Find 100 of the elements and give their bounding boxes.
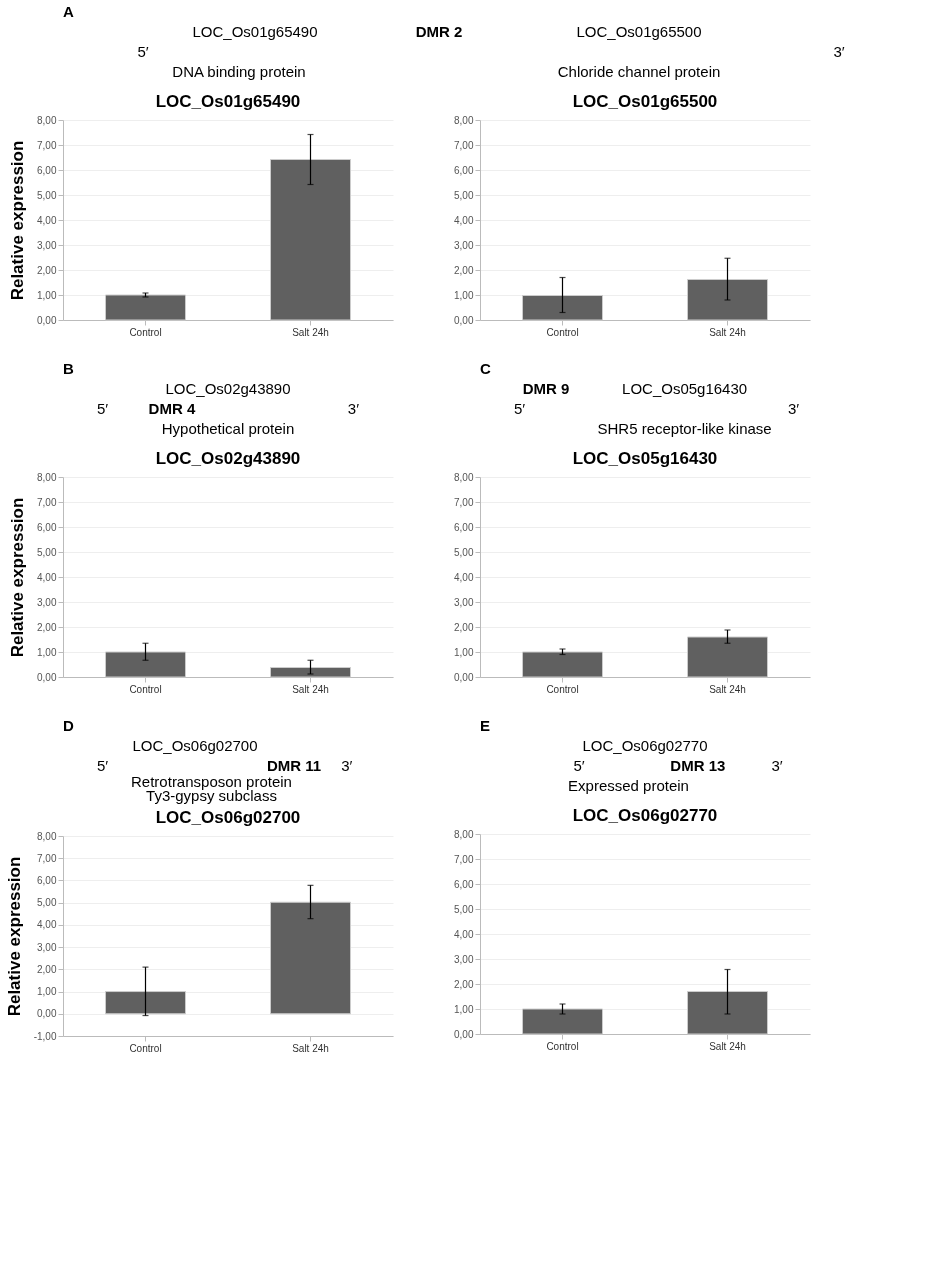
text: Chloride channel protein [557,63,721,80]
y-tick-label: 3,00 [37,941,57,953]
text: B [63,360,74,377]
y-tick-label: 5,00 [454,546,474,558]
y-tick-label: 5,00 [37,897,57,909]
y-tick-label: 1,00 [37,986,57,998]
y-tick-label: 4,00 [37,214,57,226]
y-tick-label: 1,00 [454,289,474,301]
y-tick-label: 1,00 [454,1003,474,1015]
y-tick-label: 3,00 [454,239,474,251]
chart-title: LOC_Os01g65500 [572,92,718,111]
text: DMR 9 [522,380,570,397]
text: DMR 4 [148,400,196,417]
y-tick-label: 2,00 [37,621,57,633]
text: 5′ [573,757,585,774]
text: DMR 11 [266,757,322,774]
y-tick-label: 0,00 [454,1028,474,1040]
text: LOC_Os05g16430 [622,380,748,397]
y-tick-label: 5,00 [454,189,474,201]
y-tick-label: 8,00 [454,471,474,483]
y-tick-label: 0,00 [37,314,57,326]
y-tick-label: 4,00 [454,214,474,226]
y-tick-label: 7,00 [454,496,474,508]
y-tick-label: 5,00 [454,903,474,915]
y-tick-label: 0,00 [37,1008,57,1020]
y-tick-label: 7,00 [454,853,474,865]
y-tick-label: 3,00 [454,953,474,965]
text: 3′ [347,400,360,417]
y-tick-label: 4,00 [37,571,57,583]
x-tick-label: Salt 24h [709,1040,746,1052]
y-tick-label: 2,00 [454,264,474,276]
text: 5′ [97,757,109,774]
y-tick-label: 1,00 [37,646,57,658]
y-tick-label: 2,00 [454,621,474,633]
y-tick-label: 6,00 [454,878,474,890]
text: 5′ [514,400,526,417]
text: SHR5 receptor-like kinase [597,420,772,437]
y-axis-title: Relative expression [4,856,24,1017]
x-tick-label: Control [546,1040,579,1052]
x-tick-label: Control [546,326,579,338]
text: LOC_Os06g02770 [582,737,708,754]
text: 5′ [137,43,149,60]
chart-title: LOC_Os06g02700 [155,808,301,827]
y-tick-label: 5,00 [37,546,57,558]
y-tick-label: 7,00 [37,496,57,508]
x-tick-label: Salt 24h [709,326,746,338]
x-tick-label: Salt 24h [292,683,329,695]
x-tick-label: Salt 24h [709,683,746,695]
x-tick-label: Control [129,683,162,695]
text: D [63,717,74,734]
text: LOC_Os01g65490 [192,23,318,40]
y-tick-label: 4,00 [454,571,474,583]
chart-title: LOC_Os01g65490 [155,92,301,111]
chart-title: LOC_Os06g02770 [572,806,718,825]
text: E [480,717,491,734]
y-tick-label: 6,00 [37,164,57,176]
y-axis-title: Relative expression [8,497,28,658]
y-tick-label: 6,00 [37,521,57,533]
y-tick-label: 8,00 [37,114,57,126]
x-tick-label: Control [129,326,162,338]
y-tick-label: 8,00 [37,471,57,483]
y-tick-label: 2,00 [37,963,57,975]
y-tick-label: 2,00 [37,264,57,276]
y-tick-label: -1,00 [33,1030,57,1042]
y-tick-label: 6,00 [454,164,474,176]
y-tick-label: 8,00 [454,114,474,126]
y-tick-label: 7,00 [37,139,57,151]
y-tick-label: 7,00 [454,139,474,151]
text: Hypothetical protein [161,420,295,437]
y-tick-label: 5,00 [37,189,57,201]
y-tick-label: 3,00 [37,596,57,608]
y-tick-label: 4,00 [37,919,57,931]
x-tick-label: Salt 24h [292,326,329,338]
x-tick-label: Control [129,1042,162,1054]
y-tick-label: 6,00 [454,521,474,533]
text: 3′ [833,43,845,60]
y-tick-label: 1,00 [37,289,57,301]
y-tick-label: 1,00 [454,646,474,658]
text: DMR 2 [415,23,463,40]
text: DNA binding protein [172,63,306,80]
text: Expressed protein [568,777,689,794]
text: DMR 13 [670,757,726,774]
y-tick-label: 0,00 [37,671,57,683]
y-tick-label: 0,00 [454,671,474,683]
x-tick-label: Control [546,683,579,695]
y-tick-label: 7,00 [37,852,57,864]
chart-title: LOC_Os05g16430 [572,449,718,468]
text: C [480,360,491,377]
text: 5′ [97,400,109,417]
y-tick-label: 0,00 [454,314,474,326]
chart-title: LOC_Os02g43890 [155,449,301,468]
y-tick-label: 4,00 [454,928,474,940]
text: 3′ [771,757,783,774]
text: A [63,3,74,20]
text: LOC_Os02g43890 [165,380,291,397]
text: 3′ [341,757,353,774]
y-tick-label: 3,00 [37,239,57,251]
y-tick-label: 2,00 [454,978,474,990]
x-tick-label: Salt 24h [292,1042,329,1054]
y-tick-label: 8,00 [37,830,57,842]
